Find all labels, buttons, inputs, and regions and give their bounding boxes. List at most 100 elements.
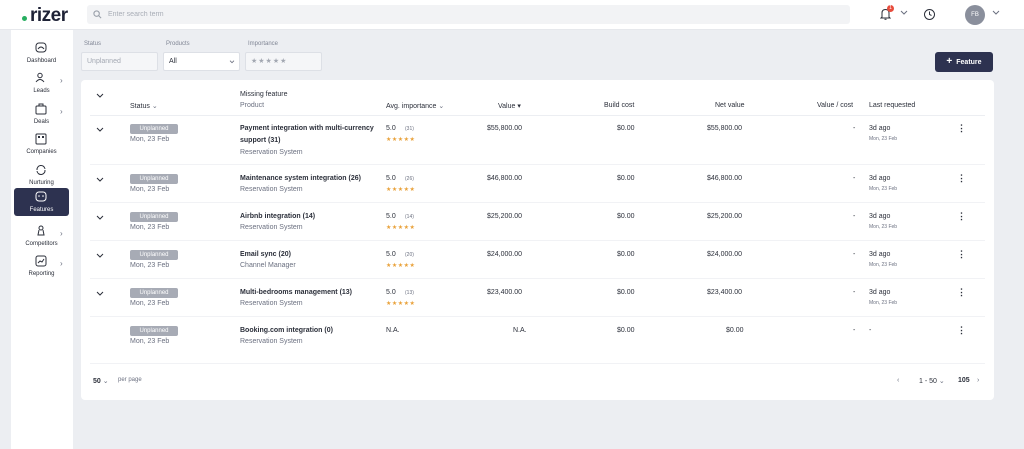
chevron-down-icon[interactable]: [900, 10, 908, 16]
prev-page-icon[interactable]: ‹: [897, 377, 900, 384]
value: $24,000.00: [487, 251, 523, 258]
header-value[interactable]: Value ▾: [498, 102, 521, 110]
net-value: $24,000.00: [707, 251, 743, 258]
chess-icon: [37, 225, 45, 236]
more-options-icon[interactable]: ⋮: [957, 325, 966, 335]
more-options-icon[interactable]: ⋮: [957, 249, 966, 259]
feature-name-cont[interactable]: support (31): [240, 137, 281, 144]
sidebar-item-label: Companies: [26, 149, 57, 155]
sidebar-item-reporting[interactable]: Reporting ›: [14, 252, 69, 280]
page-range-select[interactable]: 1 - 50 ⌄: [919, 377, 945, 385]
status-filter[interactable]: Unplanned: [81, 52, 158, 71]
status-badge[interactable]: Unplanned: [130, 212, 178, 222]
importance-filter-label: Importance: [248, 41, 279, 47]
chevron-down-icon[interactable]: [96, 253, 104, 259]
chevron-down-icon: ⌄: [102, 378, 109, 385]
more-options-icon[interactable]: ⋮: [957, 123, 966, 133]
chevron-down-icon[interactable]: [96, 291, 104, 297]
row-divider: [90, 164, 985, 165]
product-name: Reservation System: [240, 224, 303, 231]
chevron-down-icon[interactable]: [992, 10, 1000, 16]
status-filter-label: Status: [84, 41, 102, 47]
avatar[interactable]: FB: [965, 5, 985, 25]
sidebar-item-competitors[interactable]: Competitors ›: [14, 222, 69, 250]
sidebar-item-companies[interactable]: Companies: [14, 130, 69, 158]
chevron-right-icon: ›: [60, 229, 63, 238]
header-avg-importance[interactable]: Avg. importance ⌄: [386, 102, 444, 110]
header-status[interactable]: Status ⌄: [130, 102, 158, 110]
header-build-cost[interactable]: Build cost: [604, 102, 635, 109]
logo[interactable]: rizer: [22, 5, 68, 27]
sidebar-item-deals[interactable]: Deals ›: [14, 100, 69, 128]
build-cost: $0.00: [617, 289, 635, 296]
row-divider: [90, 363, 985, 364]
importance-score: 5.0: [386, 125, 396, 132]
more-options-icon[interactable]: ⋮: [957, 287, 966, 297]
last-requested-date: Mon, 23 Feb: [869, 136, 898, 142]
last-requested-date: Mon, 23 Feb: [869, 262, 898, 268]
last-requested: 3d ago: [869, 125, 891, 132]
total-count: 105: [958, 377, 970, 384]
chevron-down-icon[interactable]: [96, 177, 104, 183]
search-bar[interactable]: [87, 5, 850, 24]
sidebar-item-leads[interactable]: Leads ›: [14, 69, 69, 97]
sidebar-item-nurturing[interactable]: Nurturing: [14, 161, 69, 189]
briefcase-icon: [35, 103, 47, 115]
products-filter-value: All: [169, 58, 177, 65]
product-name: Channel Manager: [240, 262, 296, 269]
next-page-icon[interactable]: ›: [977, 377, 980, 384]
status-badge[interactable]: Unplanned: [130, 250, 178, 260]
header-value-cost[interactable]: Value / cost: [817, 102, 854, 109]
feature-name[interactable]: Multi-bedrooms management (13): [240, 289, 353, 296]
feature-name[interactable]: Booking.com integration (0): [240, 327, 333, 334]
status-badge[interactable]: Unplanned: [130, 174, 178, 184]
build-cost: $0.00: [617, 175, 635, 182]
build-cost: $0.00: [617, 251, 635, 258]
build-cost: $0.00: [617, 213, 635, 220]
chevron-right-icon: ›: [60, 76, 63, 85]
row-divider: [90, 202, 985, 203]
importance-filter[interactable]: ★★★★★: [245, 52, 322, 71]
dashboard-icon: [35, 42, 47, 53]
star-rating: ★★★★★: [386, 137, 416, 143]
status-badge[interactable]: Unplanned: [130, 288, 178, 298]
feature-name[interactable]: Payment integration with multi-currency: [240, 125, 374, 132]
products-filter[interactable]: All: [163, 52, 240, 71]
sidebar-item-label: Features: [29, 207, 54, 213]
header-last-requested[interactable]: Last requested: [869, 102, 916, 109]
history-icon[interactable]: [923, 8, 936, 21]
last-requested: 3d ago: [869, 251, 891, 258]
status-badge[interactable]: Unplanned: [130, 124, 178, 134]
feature-name[interactable]: Email sync (20): [240, 251, 291, 258]
bell-icon[interactable]: [880, 8, 891, 20]
sidebar-item-dashboard[interactable]: Dashboard: [14, 39, 69, 67]
per-page-label: per page: [118, 377, 142, 383]
collapse-all-icon[interactable]: [96, 93, 104, 99]
chevron-down-icon[interactable]: [96, 127, 104, 133]
feature-name[interactable]: Airbnb integration (14): [240, 213, 316, 220]
header-net-value[interactable]: Net value: [715, 102, 745, 109]
add-feature-button[interactable]: + Feature: [935, 52, 993, 72]
chevron-down-icon[interactable]: [96, 215, 104, 221]
search-input[interactable]: [108, 11, 708, 18]
vote-count: (14): [405, 214, 414, 220]
sort-icon: ⌄: [438, 103, 445, 110]
last-requested-date: Mon, 23 Feb: [869, 224, 898, 230]
status-badge[interactable]: Unplanned: [130, 326, 178, 336]
header-status-label: Status: [130, 103, 150, 110]
value-cost: -: [853, 213, 856, 220]
importance-score: 5.0: [386, 175, 396, 182]
feature-name[interactable]: Maintenance system integration (26): [240, 175, 361, 182]
more-options-icon[interactable]: ⋮: [957, 173, 966, 183]
status-date: Mon, 23 Feb: [130, 136, 170, 143]
sidebar-item-features[interactable]: Features: [14, 188, 69, 216]
last-requested: 3d ago: [869, 213, 891, 220]
more-options-icon[interactable]: ⋮: [957, 211, 966, 221]
notification-badge: 1: [887, 5, 894, 12]
per-page-select[interactable]: 50 ⌄: [93, 377, 109, 385]
sidebar-item-label: Competitors: [25, 241, 58, 247]
product-name: Reservation System: [240, 300, 303, 307]
last-requested-date: Mon, 23 Feb: [869, 300, 898, 306]
value: $55,800.00: [487, 125, 523, 132]
net-value: $0.00: [726, 327, 744, 334]
